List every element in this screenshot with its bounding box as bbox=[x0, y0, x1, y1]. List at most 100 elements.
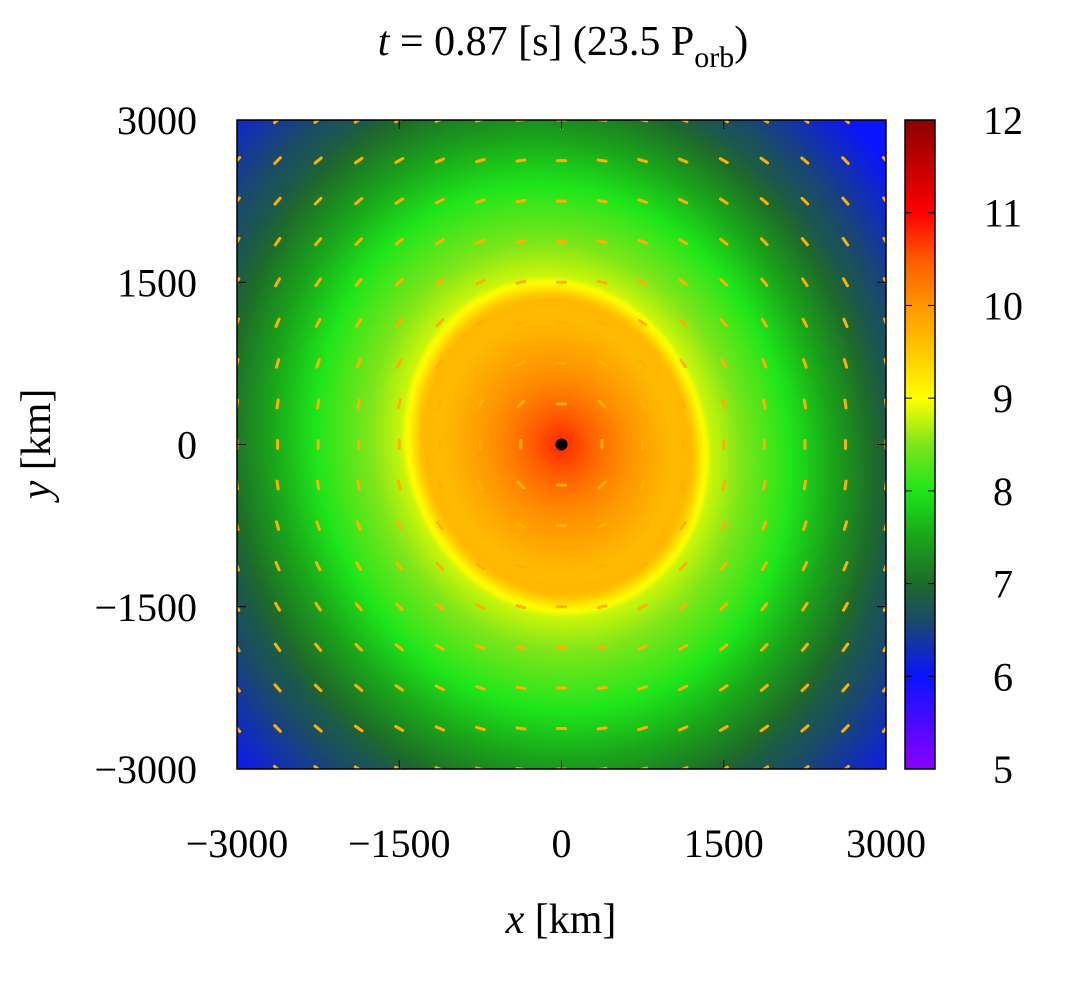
velocity-vector bbox=[434, 725, 445, 732]
velocity-vector bbox=[800, 683, 810, 693]
velocity-vector bbox=[394, 197, 405, 205]
y-tick-label: 3000 bbox=[117, 98, 197, 143]
velocity-vector bbox=[273, 683, 282, 693]
velocity-vector bbox=[394, 120, 403, 124]
velocity-vector bbox=[721, 479, 727, 491]
velocity-vector bbox=[637, 157, 648, 164]
velocity-vector bbox=[275, 479, 280, 491]
velocity-vector bbox=[637, 725, 648, 732]
velocity-vector bbox=[476, 359, 485, 368]
velocity-vector bbox=[596, 522, 608, 529]
velocity-vector bbox=[437, 398, 443, 410]
velocity-vector bbox=[353, 120, 362, 124]
velocity-vector bbox=[274, 358, 281, 369]
velocity-vector bbox=[759, 724, 770, 733]
velocity-vector bbox=[475, 603, 486, 611]
chart-title: t = 0.87 [s] (23.5 Porb) bbox=[378, 19, 749, 74]
velocity-vector bbox=[720, 520, 728, 531]
velocity-vector bbox=[637, 562, 648, 570]
velocity-vector bbox=[353, 724, 364, 733]
velocity-vector bbox=[678, 278, 688, 287]
velocity-vector bbox=[719, 318, 728, 328]
colorbar-gradient bbox=[905, 120, 935, 769]
x-tick-label: −3000 bbox=[186, 821, 289, 866]
velocity-vector bbox=[515, 198, 527, 204]
velocity-vector bbox=[800, 642, 809, 652]
velocity-vector bbox=[761, 765, 770, 769]
velocity-vector bbox=[434, 120, 445, 123]
velocity-vector bbox=[354, 197, 364, 206]
velocity-vector bbox=[237, 236, 241, 245]
velocity-vector bbox=[678, 766, 689, 769]
velocity-vector bbox=[273, 724, 282, 733]
velocity-vector bbox=[842, 561, 849, 572]
velocity-vector bbox=[515, 360, 527, 367]
velocity-vector bbox=[801, 277, 809, 288]
velocity-vector bbox=[720, 765, 729, 769]
velocity-vector bbox=[315, 479, 321, 491]
velocity-vector bbox=[355, 520, 362, 531]
velocity-vector bbox=[477, 479, 484, 491]
velocity-vector bbox=[355, 317, 363, 328]
velocity-vector bbox=[394, 237, 404, 246]
velocity-vector bbox=[637, 278, 648, 286]
velocity-vector bbox=[475, 685, 486, 691]
velocity-vector bbox=[314, 317, 322, 328]
velocity-vector bbox=[475, 644, 486, 651]
velocity-vector bbox=[802, 765, 810, 769]
velocity-vector bbox=[718, 684, 729, 692]
velocity-vector bbox=[515, 726, 527, 731]
colorbar: 5 6 7 8 9 10 11 12 bbox=[904, 98, 1023, 792]
velocity-vector bbox=[719, 237, 729, 246]
velocity-vector bbox=[800, 724, 810, 733]
velocity-vector bbox=[313, 196, 323, 206]
velocity-vector bbox=[315, 398, 321, 410]
velocity-vector bbox=[515, 645, 527, 650]
colorbar-tick-label: 8 bbox=[993, 469, 1013, 514]
velocity-vector bbox=[477, 398, 484, 410]
velocity-vector bbox=[314, 601, 322, 612]
velocity-vector bbox=[680, 479, 686, 491]
velocity-vector bbox=[719, 602, 729, 612]
velocity-vector bbox=[760, 561, 768, 572]
velocity-vector bbox=[759, 642, 769, 652]
velocity-vector bbox=[638, 359, 647, 368]
velocity-vector bbox=[437, 479, 443, 491]
velocity-vector bbox=[394, 277, 404, 287]
velocity-vector bbox=[759, 683, 769, 692]
colorbar-tick-label: 10 bbox=[983, 283, 1023, 328]
colorbar-ticks: 5 6 7 8 9 10 11 12 bbox=[905, 98, 1023, 792]
velocity-vector bbox=[396, 398, 402, 410]
velocity-vector bbox=[237, 277, 241, 286]
velocity-vector bbox=[718, 157, 729, 165]
velocity-vector bbox=[882, 277, 886, 286]
velocity-vector bbox=[273, 120, 280, 125]
velocity-vector bbox=[720, 120, 729, 124]
velocity-vector bbox=[515, 522, 527, 529]
y-axis-label: y [km] bbox=[14, 389, 60, 504]
velocity-vector bbox=[435, 318, 445, 328]
velocity-vector bbox=[597, 399, 607, 409]
velocity-vector bbox=[515, 239, 527, 244]
velocity-vector bbox=[315, 358, 321, 369]
velocity-vector bbox=[273, 764, 280, 769]
velocity-vector bbox=[314, 561, 322, 572]
velocity-vector bbox=[475, 238, 486, 245]
velocity-vector bbox=[394, 684, 405, 692]
y-axis-ticks: −3000 −1500 0 1500 3000 bbox=[94, 98, 886, 792]
velocity-vector bbox=[237, 317, 240, 328]
velocity-vector bbox=[841, 156, 850, 165]
velocity-vector bbox=[355, 561, 363, 572]
velocity-vector bbox=[395, 318, 404, 328]
velocity-vector bbox=[515, 604, 527, 610]
velocity-vector bbox=[596, 239, 608, 244]
x-axis-ticks: −3000 −1500 0 1500 3000 bbox=[186, 120, 926, 866]
velocity-vector bbox=[678, 157, 689, 164]
velocity-vector bbox=[678, 643, 689, 651]
velocity-vector bbox=[843, 120, 850, 125]
x-tick-label: 3000 bbox=[846, 821, 926, 866]
velocity-vector bbox=[396, 479, 402, 491]
y-tick-label: 0 bbox=[177, 423, 197, 468]
vector-field bbox=[237, 120, 886, 769]
